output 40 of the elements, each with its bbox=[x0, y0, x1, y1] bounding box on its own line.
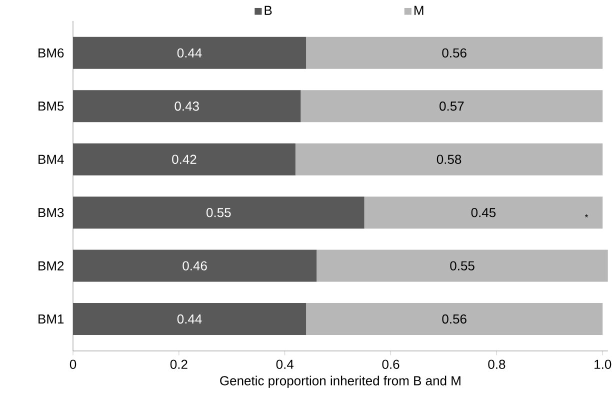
data-label: 0.58 bbox=[436, 154, 462, 164]
bar bbox=[73, 196, 364, 229]
y-tick-label: BM2 bbox=[38, 261, 64, 270]
x-tick-label: 0.8 bbox=[488, 360, 506, 369]
bar bbox=[73, 303, 306, 336]
data-label: 0.56 bbox=[442, 314, 466, 324]
y-tick-label: BM4 bbox=[38, 154, 64, 164]
bar bbox=[73, 143, 296, 176]
bar bbox=[295, 143, 603, 176]
bar bbox=[306, 36, 603, 69]
bar bbox=[73, 250, 317, 282]
legend-label: B bbox=[264, 6, 272, 15]
data-label: 0.55 bbox=[206, 208, 231, 218]
x-tick-label: 0.6 bbox=[382, 360, 400, 369]
bar bbox=[306, 303, 603, 336]
bar bbox=[300, 90, 603, 122]
legend-label: M bbox=[414, 6, 424, 15]
y-tick-label: BM6 bbox=[38, 48, 64, 58]
bar bbox=[316, 250, 608, 282]
bar bbox=[73, 36, 306, 69]
y-tick-label: BM3 bbox=[38, 208, 64, 218]
data-label: 0.44 bbox=[177, 314, 202, 324]
y-tick-label: BM1 bbox=[38, 314, 64, 324]
data-label: 0.44 bbox=[177, 48, 202, 58]
data-label: 0.46 bbox=[182, 261, 207, 270]
data-label: 0.43 bbox=[174, 102, 199, 111]
data-label: 0.57 bbox=[440, 102, 464, 111]
data-label: 0.56 bbox=[442, 48, 466, 58]
x-tick-label: 1.0 bbox=[594, 360, 612, 369]
data-label: 0.45 bbox=[471, 208, 496, 218]
x-tick-label: 0.4 bbox=[276, 360, 294, 369]
x-tick-label: 0 bbox=[70, 360, 76, 369]
x-axis-title: Genetic proportion inherited from B and M bbox=[220, 376, 460, 388]
y-tick-label: BM5 bbox=[38, 102, 64, 111]
annotation: * bbox=[584, 214, 588, 218]
data-label: 0.55 bbox=[450, 261, 474, 270]
x-tick-label: 0.2 bbox=[170, 360, 188, 369]
bar bbox=[364, 196, 603, 229]
bar bbox=[73, 90, 301, 122]
data-label: 0.42 bbox=[172, 154, 196, 164]
